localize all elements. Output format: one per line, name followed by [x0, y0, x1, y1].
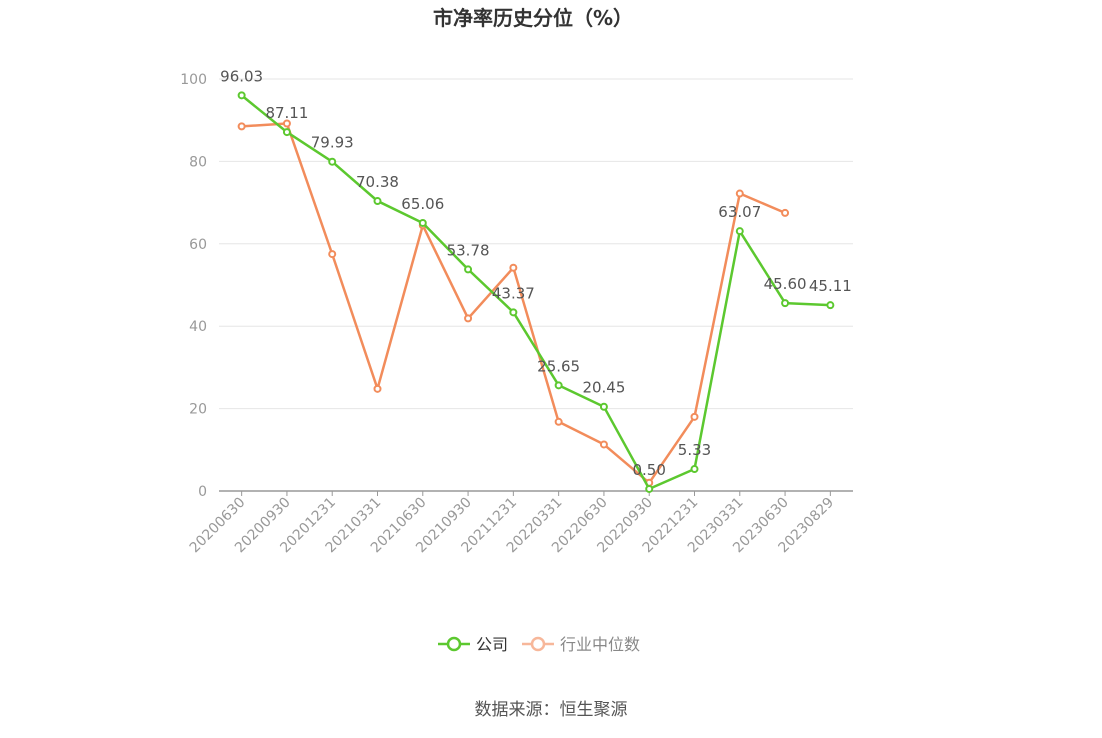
data-label: 0.50	[633, 461, 666, 479]
data-point-company[interactable]	[464, 265, 473, 274]
data-label: 45.11	[809, 277, 852, 295]
chart-title: 市净率历史分位（%）	[433, 6, 633, 30]
legend-marker	[530, 636, 546, 652]
data-point-company[interactable]	[328, 157, 337, 166]
data-point-company[interactable]	[645, 484, 654, 493]
legend: 公司 行业中位数	[438, 635, 640, 654]
data-point-industry-median[interactable]	[464, 314, 473, 323]
data-label: 45.60	[764, 275, 807, 293]
data-label: 53.78	[447, 241, 490, 259]
y-tick-label: 80	[189, 154, 207, 170]
data-point-industry-median[interactable]	[509, 263, 518, 272]
y-tick-label: 60	[189, 237, 207, 253]
data-point-industry-median[interactable]	[282, 119, 291, 128]
y-tick-label: 100	[180, 72, 207, 88]
series-line-company	[240, 94, 831, 491]
legend-label: 公司	[476, 635, 508, 654]
y-tick-label: 0	[198, 484, 207, 500]
data-point-company[interactable]	[373, 197, 382, 206]
data-point-industry-median[interactable]	[237, 122, 246, 131]
data-point-industry-median[interactable]	[690, 412, 699, 421]
data-point-company[interactable]	[237, 91, 246, 100]
data-point-industry-median[interactable]	[599, 440, 608, 449]
y-tick-label: 40	[189, 319, 207, 335]
grid-layer	[219, 78, 853, 410]
data-point-company[interactable]	[690, 465, 699, 474]
data-label: 43.37	[492, 284, 535, 302]
data-label: 20.45	[582, 379, 625, 397]
data-point-industry-median[interactable]	[328, 250, 337, 259]
series-line-industry-median	[241, 122, 786, 485]
data-label: 96.03	[220, 67, 263, 85]
legend-item-company[interactable]: 公司	[438, 635, 508, 654]
y-tick-label: 20	[189, 402, 207, 418]
data-label: 65.06	[401, 195, 444, 213]
series-layer	[237, 91, 835, 493]
data-label: 79.93	[311, 134, 354, 152]
data-point-industry-median[interactable]	[373, 384, 382, 393]
data-label: 5.33	[678, 441, 711, 459]
legend-item-industry-median[interactable]: 行业中位数	[522, 635, 640, 654]
data-point-company[interactable]	[781, 299, 790, 308]
data-point-company[interactable]	[826, 301, 835, 310]
data-point-company[interactable]	[418, 218, 427, 227]
source-note: 数据来源：恒生聚源	[475, 700, 628, 720]
data-label: 25.65	[537, 357, 580, 375]
data-point-industry-median[interactable]	[781, 208, 790, 217]
data-label: 87.11	[265, 104, 308, 122]
data-point-company[interactable]	[509, 308, 518, 317]
legend-label: 行业中位数	[560, 635, 640, 654]
data-point-company[interactable]	[282, 128, 291, 137]
data-point-company[interactable]	[599, 402, 608, 411]
data-point-industry-median[interactable]	[735, 189, 744, 198]
data-label: 70.38	[356, 173, 399, 191]
data-point-industry-median[interactable]	[554, 417, 563, 426]
data-label: 63.07	[718, 203, 761, 221]
data-point-company[interactable]	[554, 381, 563, 390]
data-point-company[interactable]	[735, 227, 744, 236]
legend-marker	[446, 636, 462, 652]
